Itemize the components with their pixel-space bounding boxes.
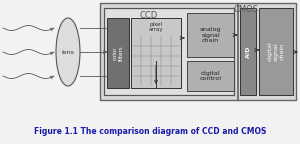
Bar [237, 3, 238, 100]
Text: A/D: A/D [245, 45, 250, 58]
Text: lens: lens [61, 50, 74, 54]
Text: pixel
array: pixel array [149, 22, 163, 32]
Text: analog
signal
chain: analog signal chain [200, 27, 221, 43]
Bar [107, 18, 129, 88]
Bar [131, 18, 181, 88]
Text: digital
signal
chain: digital signal chain [268, 42, 284, 61]
Text: color
filters: color filters [112, 45, 123, 61]
Bar [104, 8, 234, 95]
Text: digital
control: digital control [200, 71, 221, 81]
Bar [187, 13, 234, 57]
Bar [187, 61, 234, 91]
Text: Figure 1.1 The comparison diagram of CCD and CMOS: Figure 1.1 The comparison diagram of CCD… [34, 127, 266, 137]
Bar [259, 8, 293, 95]
Bar [240, 8, 256, 95]
Text: CMOS: CMOS [233, 5, 259, 15]
Bar [100, 3, 296, 100]
Text: CCD: CCD [140, 11, 158, 19]
Ellipse shape [56, 18, 80, 86]
